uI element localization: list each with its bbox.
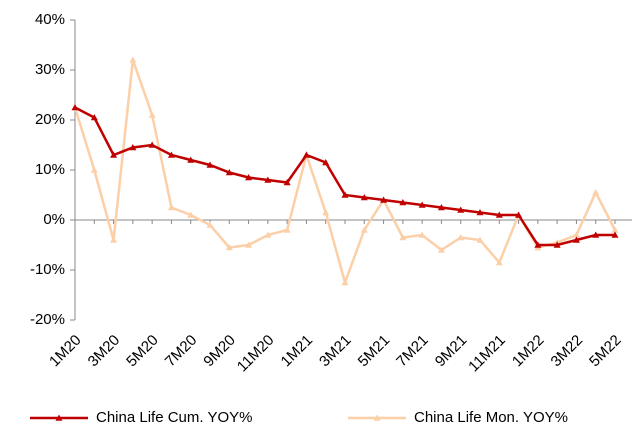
point-marker	[225, 169, 233, 176]
point-marker	[360, 194, 368, 201]
point-marker	[110, 151, 118, 158]
point-marker	[167, 204, 175, 211]
x-tick-label: 1M20	[46, 332, 85, 371]
point-marker	[302, 151, 310, 158]
point-marker	[206, 161, 214, 168]
series-line	[73, 59, 617, 287]
legend-label: China Life Mon. YOY%	[414, 409, 568, 426]
point-marker	[167, 151, 175, 158]
point-marker	[399, 199, 407, 206]
point-marker	[206, 221, 214, 228]
x-tick-label: 11M20	[234, 332, 278, 376]
legend-marker	[55, 414, 63, 421]
point-marker	[187, 156, 195, 163]
point-marker	[515, 211, 523, 218]
y-tick-label: 10%	[35, 161, 65, 178]
point-marker	[399, 234, 407, 241]
point-marker	[129, 56, 137, 63]
x-tick-label: 7M20	[162, 332, 201, 371]
legend-marker	[373, 414, 381, 421]
point-marker	[245, 174, 253, 181]
point-marker	[129, 144, 137, 151]
x-tick-label: 1M22	[509, 332, 548, 371]
point-marker	[495, 211, 503, 218]
point-marker	[341, 191, 349, 198]
point-marker	[572, 236, 580, 243]
point-marker	[322, 209, 330, 216]
point-marker	[341, 279, 349, 286]
x-tick-label: 5M21	[355, 332, 394, 371]
x-tick-label: 3M22	[548, 332, 587, 371]
point-marker	[592, 189, 600, 196]
point-marker	[592, 231, 600, 238]
point-marker	[283, 226, 291, 233]
point-marker	[611, 231, 619, 238]
point-marker	[110, 236, 118, 243]
point-marker	[476, 236, 484, 243]
point-marker	[322, 159, 330, 166]
x-tick-label: 1M21	[278, 332, 317, 371]
x-tick-label: 7M21	[393, 332, 432, 371]
point-marker	[283, 179, 291, 186]
point-marker	[476, 209, 484, 216]
point-marker	[418, 201, 426, 208]
x-tick-label: 9M21	[432, 332, 471, 371]
legend-label: China Life Cum. YOY%	[96, 409, 252, 426]
y-tick-label: 40%	[35, 11, 65, 28]
point-marker	[534, 241, 542, 248]
y-tick-label: 30%	[35, 61, 65, 78]
x-tick-label: 3M21	[316, 332, 355, 371]
x-tick-label: 3M20	[85, 332, 124, 371]
x-tick-label: 11M21	[465, 332, 509, 376]
x-tick-label: 5M22	[586, 332, 625, 371]
point-marker	[187, 211, 195, 218]
point-marker	[437, 204, 445, 211]
point-marker	[553, 241, 561, 248]
point-marker	[380, 196, 388, 203]
x-tick-label: 9M20	[200, 332, 239, 371]
point-marker	[418, 231, 426, 238]
point-marker	[264, 231, 272, 238]
point-marker	[360, 226, 368, 233]
point-marker	[148, 111, 156, 118]
point-marker	[71, 104, 79, 111]
point-marker	[225, 244, 233, 251]
point-marker	[90, 114, 98, 121]
y-tick-label: 20%	[35, 111, 65, 128]
point-marker	[457, 234, 465, 241]
point-marker	[90, 166, 98, 173]
point-marker	[611, 226, 619, 233]
y-tick-label: -10%	[30, 261, 65, 278]
point-marker	[245, 241, 253, 248]
point-marker	[264, 176, 272, 183]
y-tick-label: 0%	[43, 211, 65, 228]
point-marker	[572, 231, 580, 238]
point-marker	[457, 206, 465, 213]
x-tick-label: 5M20	[123, 332, 162, 371]
point-marker	[437, 246, 445, 253]
point-marker	[495, 259, 503, 266]
point-marker	[148, 141, 156, 148]
y-tick-label: -20%	[30, 311, 65, 328]
